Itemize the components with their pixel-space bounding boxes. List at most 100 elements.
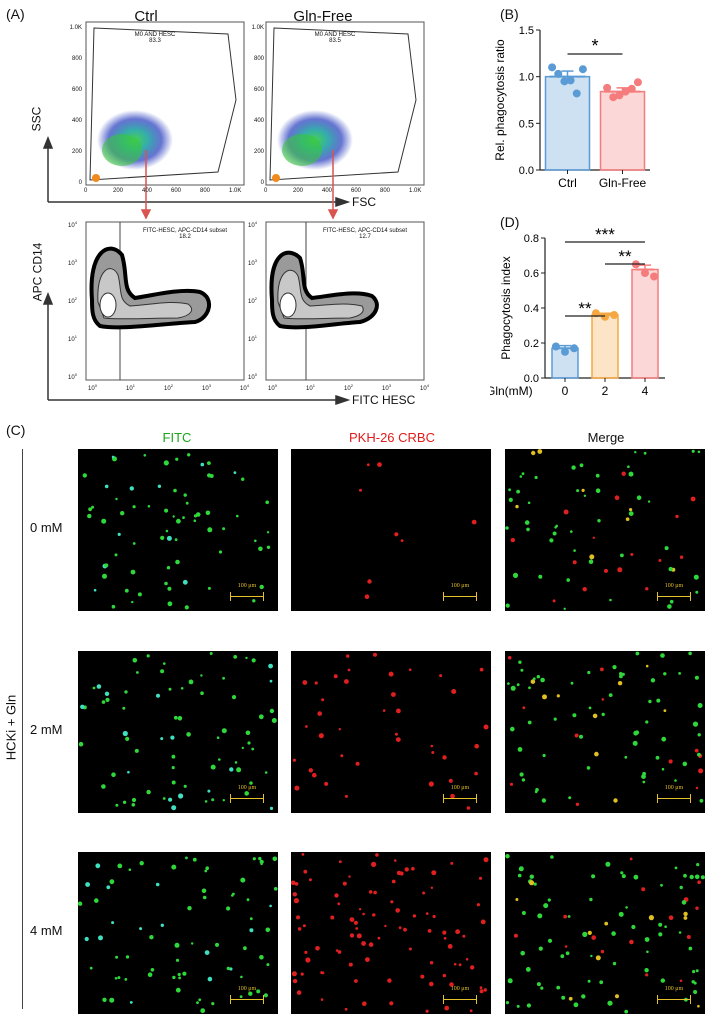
cell-dot <box>296 990 302 995</box>
cell-dot <box>524 520 530 525</box>
cell-dot <box>391 692 396 697</box>
cell-dot <box>390 900 394 904</box>
cell-dot <box>658 559 662 562</box>
cell-dot <box>537 449 543 454</box>
cell-dot <box>519 772 524 777</box>
cell-dot <box>373 890 377 895</box>
cell-dot <box>375 853 379 857</box>
cell-dot <box>131 803 136 807</box>
cell-dot <box>609 598 612 602</box>
cell-dot <box>432 914 436 919</box>
cell-dot <box>556 985 561 990</box>
cell-dot <box>395 908 400 913</box>
cell-dot <box>258 714 264 720</box>
cell-dot <box>171 780 176 785</box>
cell-dot <box>648 915 654 921</box>
cell-dot <box>337 902 341 906</box>
cell-dot <box>553 717 557 721</box>
cell-dot <box>111 604 116 609</box>
cell-dot <box>170 735 175 740</box>
cell-dot <box>483 988 487 992</box>
cell-dot <box>483 724 489 730</box>
cell-dot <box>587 979 591 983</box>
cell-dot <box>692 970 696 974</box>
cell-dot <box>344 794 348 798</box>
cell-dot <box>122 706 126 710</box>
ssc-tick-label: 0 <box>260 180 264 186</box>
y-tick-label: 0.5 <box>519 118 534 130</box>
fitc-log-tick: 102 <box>164 383 173 392</box>
ssc-tick-label: 800 <box>253 56 264 62</box>
cell-dot <box>591 874 596 879</box>
col-header-pkh26: PKH-26 CRBC <box>349 430 435 445</box>
cell-dot <box>543 903 549 909</box>
cell-dot <box>442 930 447 935</box>
fsc-tick-label: 200 <box>293 188 304 194</box>
cell-dot <box>164 508 169 513</box>
cell-dot <box>114 553 118 557</box>
cell-dot <box>625 517 630 521</box>
cell-dot <box>251 658 256 663</box>
data-point <box>548 63 557 72</box>
apc-log-tick: 101 <box>68 334 77 343</box>
cell-dot <box>575 802 580 806</box>
cell-dot <box>185 856 188 860</box>
cell-dot <box>690 496 696 502</box>
cell-dot <box>617 681 623 686</box>
cell-dot <box>479 667 484 672</box>
data-point <box>570 344 579 353</box>
micrograph-pkh26-row-1: 100 μm <box>291 651 491 813</box>
cell-dot <box>469 1009 473 1013</box>
cell-dot <box>505 526 509 530</box>
gate-label-ctrl: M0 AND HESC 83.3 <box>134 32 176 44</box>
cell-dot <box>668 759 673 764</box>
cell-dot <box>658 932 663 937</box>
cell-dot <box>240 877 246 883</box>
col-header-merge: Merge <box>587 430 625 445</box>
cell-dot <box>695 969 699 973</box>
cell-dot <box>209 652 213 655</box>
cell-dot <box>124 978 128 981</box>
cell-dot <box>207 789 211 793</box>
cell-dot <box>129 1001 133 1004</box>
cell-dot <box>340 754 344 758</box>
cell-dot <box>695 786 699 790</box>
cell-dot <box>644 968 649 973</box>
cell-dot <box>186 732 191 737</box>
cell-dot <box>526 527 530 532</box>
apc-log-tick: 100 <box>68 372 77 381</box>
cell-dot <box>359 488 362 492</box>
cell-dot <box>82 473 87 478</box>
cell-dot <box>372 913 375 917</box>
scale-bar-label: 100 μm <box>450 583 470 589</box>
cell-dot <box>130 569 136 575</box>
cell-dot <box>187 453 191 457</box>
cell-dot <box>518 660 522 664</box>
ssc-tick-label: 200 <box>71 149 82 155</box>
cell-dot <box>427 929 432 933</box>
cell-dot <box>191 942 194 945</box>
cell-dot <box>700 875 705 880</box>
data-point <box>561 347 569 356</box>
cell-dot <box>664 546 669 551</box>
cell-dot <box>450 861 454 865</box>
cell-dot <box>229 767 234 772</box>
cell-dot <box>572 560 577 565</box>
cell-dot <box>180 687 184 690</box>
cell-dot <box>160 669 165 674</box>
cell-dot <box>605 861 611 867</box>
cell-dot <box>147 505 151 508</box>
cell-dot <box>520 668 524 672</box>
cell-dot <box>92 686 96 690</box>
cell-dot <box>252 857 256 861</box>
cell-dot <box>226 966 230 971</box>
cell-dot <box>263 993 268 998</box>
cell-dot <box>377 936 381 940</box>
cell-dot <box>173 715 178 720</box>
cell-dot <box>205 510 211 516</box>
cell-dot <box>697 880 701 884</box>
cell-dot <box>106 885 111 890</box>
cell-dot <box>109 997 115 1003</box>
cell-dot <box>201 888 207 894</box>
cell-dot <box>430 744 434 748</box>
